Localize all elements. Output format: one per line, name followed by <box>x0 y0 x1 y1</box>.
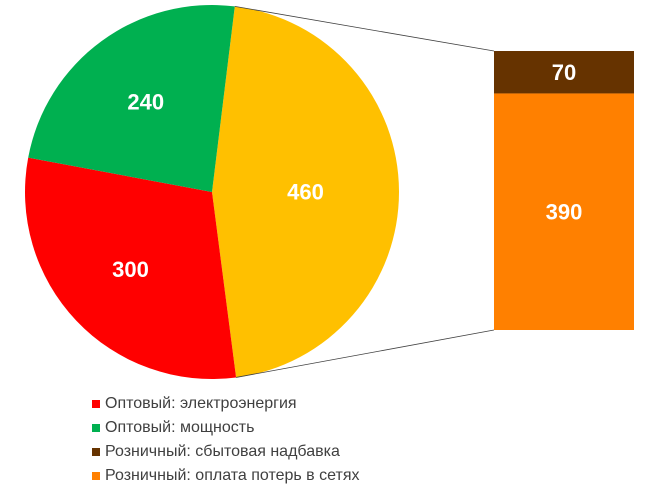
pie-data-label: 460 <box>287 180 324 205</box>
bar-data-label: 70 <box>552 60 576 85</box>
pie-data-label: 240 <box>127 89 164 114</box>
pie-slice <box>212 6 400 378</box>
legend-label: Оптовый: электроэнергия <box>105 395 297 412</box>
legend-item: Оптовый: мощность <box>92 416 359 440</box>
legend-label: Оптовый: мощность <box>105 419 255 436</box>
legend-item: Оптовый: электроэнергия <box>92 392 359 416</box>
legend-item: Розничный: сбытовая надбавка <box>92 440 359 464</box>
pie-slice <box>28 4 235 193</box>
bar-segment <box>494 93 634 331</box>
legend: Оптовый: электроэнергия Оптовый: мощност… <box>92 392 359 488</box>
legend-label: Розничный: оплата потерь в сетях <box>105 467 360 484</box>
legend-swatch <box>92 424 100 432</box>
legend-item: Розничный: оплата потерь в сетях <box>92 464 359 488</box>
bar-segment <box>494 51 634 94</box>
connector-line <box>236 329 495 378</box>
pie-slice <box>25 157 237 380</box>
legend-swatch <box>92 472 100 480</box>
legend-label: Розничный: сбытовая надбавка <box>105 443 340 460</box>
connector-line <box>234 5 495 52</box>
pie-data-label: 300 <box>112 257 149 282</box>
legend-swatch <box>92 448 100 456</box>
legend-swatch <box>92 400 100 408</box>
bar-data-label: 390 <box>546 200 583 225</box>
